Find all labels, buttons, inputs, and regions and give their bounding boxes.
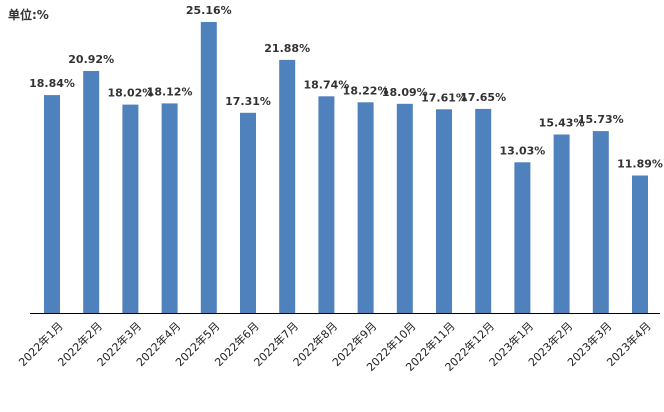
bar-15	[592, 131, 609, 313]
bar-1	[44, 95, 60, 313]
bar-14	[553, 134, 570, 313]
bar-3	[122, 104, 139, 313]
data-label-9: 18.22%	[343, 84, 389, 97]
data-label-4: 18.12%	[147, 85, 193, 98]
data-label-14: 15.43%	[539, 117, 585, 130]
bar-7	[279, 59, 296, 314]
bar-6	[240, 112, 256, 313]
data-label-15: 15.73%	[578, 113, 624, 126]
bar-13	[514, 162, 531, 313]
bar-9	[357, 102, 374, 313]
data-label-3: 18.02%	[107, 87, 153, 100]
data-label-13: 13.03%	[499, 144, 545, 157]
bar-5	[200, 22, 217, 313]
data-label-8: 18.74%	[303, 78, 349, 91]
bar-10	[396, 103, 413, 313]
data-label-10: 18.09%	[382, 86, 428, 99]
bar-8	[318, 96, 335, 313]
data-label-11: 17.61%	[421, 91, 467, 104]
bars-group	[44, 22, 648, 314]
data-label-5: 25.16%	[186, 4, 232, 17]
bar-11	[436, 109, 452, 313]
data-label-7: 21.88%	[264, 42, 310, 55]
bar-16	[632, 175, 648, 313]
bar-2	[83, 71, 100, 313]
data-label-2: 20.92%	[68, 53, 114, 66]
data-labels-group: 18.84% 20.92% 18.02%18.12% 25.16% 17.31% 21.8…	[29, 4, 663, 171]
data-label-16: 11.89%	[617, 158, 663, 171]
bar-4	[161, 103, 178, 314]
data-label-12: 17.65%	[460, 91, 506, 104]
bar-12	[475, 108, 492, 314]
data-label-6: 17.31%	[225, 95, 271, 108]
unit-label: 单位:%	[8, 7, 49, 22]
data-label-1: 18.84%	[29, 77, 75, 90]
tick-labels-group: 2022年1月2022年2月2022年3月2022年4月2022年5月2022年…	[16, 319, 654, 374]
